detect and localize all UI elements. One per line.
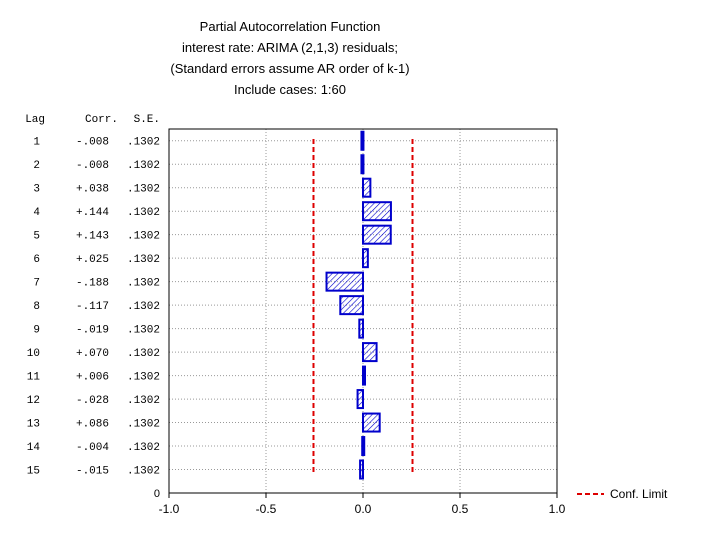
se-label: .1302 <box>127 160 160 172</box>
lag-label: 8 <box>33 301 40 313</box>
lag-label: 10 <box>27 348 40 360</box>
chart-subtitle-line-1: interest rate: ARIMA (2,1,3) residuals; <box>181 40 399 55</box>
corr-label: -.117 <box>76 301 109 313</box>
legend-label-conf-limit: Conf. Limit <box>610 487 668 501</box>
lag-label: 14 <box>27 442 41 454</box>
lag-label: 5 <box>33 231 40 243</box>
lag-label: 1 <box>33 137 40 149</box>
se-label: .1302 <box>127 442 160 454</box>
pacf-bar <box>360 130 365 151</box>
se-label: .1302 <box>127 419 160 431</box>
corr-label: +.070 <box>76 348 109 360</box>
se-label: .1302 <box>127 184 160 196</box>
corr-label: +.038 <box>76 184 109 196</box>
se-label: .1302 <box>127 372 160 384</box>
chart-subtitle-line-3: Include cases: 1:60 <box>233 82 347 97</box>
pacf-bar <box>362 412 381 433</box>
pacf-bar <box>362 342 378 363</box>
lag-label: 2 <box>33 160 40 172</box>
lag-label: 6 <box>33 254 40 266</box>
corr-label: -.015 <box>76 466 109 478</box>
pacf-bar <box>359 459 364 480</box>
se-label: .1302 <box>127 395 160 407</box>
corr-label: -.008 <box>76 137 109 149</box>
chart-subtitle-line-2: (Standard errors assume AR order of k-1) <box>170 61 410 76</box>
pacf-bar <box>339 295 365 316</box>
lag-label: 12 <box>27 395 40 407</box>
x-tick-label: -0.5 <box>256 502 277 516</box>
header-corr: Corr. <box>85 114 118 126</box>
corr-label: +.025 <box>76 254 109 266</box>
y-zero-label: 0 <box>154 488 160 500</box>
lag-label: 4 <box>33 207 40 219</box>
se-label: .1302 <box>127 207 160 219</box>
pacf-bar <box>325 271 365 292</box>
chart-title: Partial Autocorrelation Function <box>199 19 381 34</box>
x-tick-label: 1.0 <box>549 502 566 516</box>
se-label: .1302 <box>127 466 160 478</box>
lag-label: 7 <box>33 278 40 290</box>
pacf-bar <box>356 389 364 410</box>
corr-label: -.028 <box>76 395 109 407</box>
pacf-bar <box>360 154 365 175</box>
se-label: .1302 <box>127 325 160 337</box>
lag-label: 15 <box>27 466 40 478</box>
pacf-bar <box>362 365 366 386</box>
corr-label: -.188 <box>76 278 109 290</box>
corr-label: +.086 <box>76 419 109 431</box>
x-tick-label: 0.0 <box>355 502 372 516</box>
pacf-bar <box>362 248 369 269</box>
se-label: .1302 <box>127 301 160 313</box>
header-lag: Lag <box>25 114 45 126</box>
pacf-bar <box>362 224 392 245</box>
corr-label: -.019 <box>76 325 109 337</box>
corr-label: -.008 <box>76 160 109 172</box>
corr-label: -.004 <box>76 442 109 454</box>
lag-label: 9 <box>33 325 40 337</box>
x-tick-label: -1.0 <box>159 502 180 516</box>
header-se: S.E. <box>134 114 160 126</box>
se-label: .1302 <box>127 278 160 290</box>
se-label: .1302 <box>127 231 160 243</box>
se-label: .1302 <box>127 254 160 266</box>
lag-label: 11 <box>27 372 41 384</box>
pacf-bar <box>358 318 364 339</box>
pacf-bar <box>361 436 366 457</box>
se-label: .1302 <box>127 348 160 360</box>
se-label: .1302 <box>127 137 160 149</box>
x-tick-label: 0.5 <box>452 502 469 516</box>
pacf-bar <box>362 201 392 222</box>
pacf-bar <box>362 177 372 198</box>
corr-label: +.144 <box>76 207 109 219</box>
lag-label: 3 <box>33 184 40 196</box>
corr-label: +.143 <box>76 231 109 243</box>
corr-label: +.006 <box>76 372 109 384</box>
chart-title-block: Partial Autocorrelation Function interes… <box>90 16 490 100</box>
lag-label: 13 <box>27 419 40 431</box>
